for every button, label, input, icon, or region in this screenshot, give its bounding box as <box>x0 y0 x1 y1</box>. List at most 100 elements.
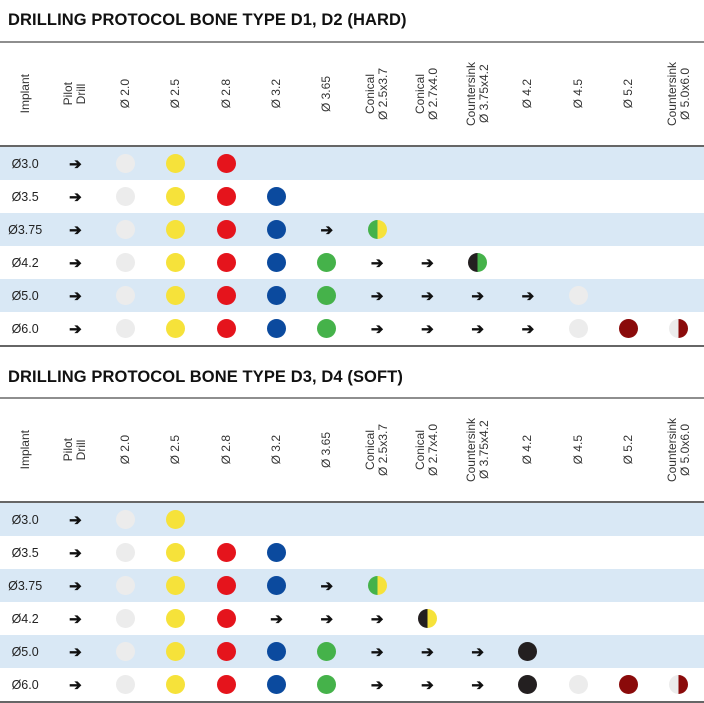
table-cell <box>503 635 553 668</box>
arrow-right-icon: ➔ <box>270 610 283 628</box>
table-cell: ➔ <box>352 279 402 312</box>
header-row: Implant Pilot Drill Ø 2.0 Ø 2.5 Ø 2.8 Ø 3.2 Ø … <box>0 399 704 503</box>
table-cell <box>503 147 553 180</box>
table-row: Ø3.0 ➔ <box>0 503 704 536</box>
red-drill-dot <box>216 675 236 694</box>
table-cell: ➔ <box>402 312 452 345</box>
table-cell: ➔ <box>302 569 352 602</box>
table-cell <box>352 569 402 602</box>
column-header: Conical Ø 2.7x4.0 <box>402 399 452 501</box>
arrow-right-icon: ➔ <box>421 320 434 338</box>
white-drill-dot <box>568 319 588 338</box>
table-cell <box>603 635 653 668</box>
table-cell <box>201 279 251 312</box>
table-title-soft: DRILLING PROTOCOL BONE TYPE D3, D4 (SOFT… <box>8 368 403 386</box>
blue-drill-dot <box>267 543 287 562</box>
white-drill-dot <box>116 187 136 206</box>
table-cell <box>553 536 603 569</box>
table-cell <box>503 180 553 213</box>
protocol-table-hard: Implant Pilot Drill Ø 2.0 Ø 2.5 Ø 2.8 Ø 3.2 Ø … <box>0 41 704 347</box>
arrow-right-icon: ➔ <box>69 610 82 628</box>
arrow-right-icon: ➔ <box>320 610 334 628</box>
table-cell: ➔ <box>50 536 100 569</box>
column-header: Ø 2.5 <box>151 43 201 145</box>
table-cell <box>302 635 352 668</box>
table-cell: ➔ <box>50 602 100 635</box>
white-drill-dot <box>116 319 136 338</box>
red-drill-dot <box>216 609 236 628</box>
implant-size: Ø3.75 <box>8 222 43 237</box>
table-cell <box>302 668 352 701</box>
white-drill-dot <box>116 220 136 239</box>
column-header: Ø 4.2 <box>503 399 553 501</box>
column-header-label: Conical Ø 2.5x3.7 <box>363 423 391 477</box>
red-drill-dot <box>216 642 236 661</box>
arrow-right-icon: ➔ <box>320 221 334 239</box>
implant-size: Ø5.0 <box>11 288 39 303</box>
arrow-right-icon: ➔ <box>370 287 384 305</box>
table-cell: ➔ <box>453 668 503 701</box>
table-cell <box>251 246 301 279</box>
implant-size: Ø6.0 <box>11 321 39 336</box>
column-header: Ø 4.2 <box>503 43 553 145</box>
table-row: Ø5.0 ➔ ➔ ➔ ➔ <box>0 635 704 668</box>
blue-drill-dot <box>267 675 287 694</box>
column-header: Countersink Ø 3.75x4.2 <box>453 43 503 145</box>
table-cell <box>603 312 653 345</box>
table-cell <box>503 668 553 701</box>
blue-drill-dot <box>267 319 287 338</box>
arrow-right-icon: ➔ <box>69 544 82 562</box>
column-header-label: Countersink Ø 3.75x4.2 <box>463 417 491 483</box>
white-drill-dot <box>568 286 588 305</box>
table-cell: ➔ <box>302 213 352 246</box>
table-cell <box>603 246 653 279</box>
column-header-label: Ø 4.5 <box>570 79 585 109</box>
table-cell <box>352 503 402 536</box>
white-drill-dot <box>116 154 136 173</box>
table-cell: ➔ <box>50 180 100 213</box>
table-cell <box>654 503 704 536</box>
table-cell <box>553 312 603 345</box>
white-drill-dot <box>116 576 136 595</box>
column-header: Ø 2.0 <box>101 43 151 145</box>
white-maroon-half-dot <box>669 319 689 338</box>
column-header-label: Ø 4.2 <box>520 79 535 109</box>
column-header-label: Pilot Drill <box>61 82 89 106</box>
table-cell <box>201 503 251 536</box>
table-cell <box>352 213 402 246</box>
table-cell <box>151 312 201 345</box>
table-cell <box>101 602 151 635</box>
arrow-right-icon: ➔ <box>69 643 82 661</box>
table-cell: ➔ <box>352 312 402 345</box>
table-cell: ➔ <box>402 635 452 668</box>
table-cell <box>352 536 402 569</box>
white-drill-dot <box>116 543 136 562</box>
implant-size: Ø3.0 <box>11 156 39 171</box>
table-cell <box>402 213 452 246</box>
table-cell <box>603 668 653 701</box>
table-cell <box>302 147 352 180</box>
column-header: Conical Ø 2.5x3.7 <box>352 399 402 501</box>
table-cell <box>302 279 352 312</box>
table-cell: ➔ <box>352 668 402 701</box>
table-cell <box>201 569 251 602</box>
arrow-right-icon: ➔ <box>421 287 434 305</box>
column-header-label: Conical Ø 2.5x3.7 <box>363 67 391 121</box>
yellow-drill-dot <box>166 609 186 628</box>
table-cell <box>503 503 553 536</box>
table-cell <box>101 503 151 536</box>
table-cell <box>503 536 553 569</box>
table-cell <box>654 602 704 635</box>
green-drill-dot <box>317 675 337 694</box>
arrow-right-icon: ➔ <box>69 320 82 338</box>
column-header-label: Countersink Ø 5.0x6.0 <box>664 61 692 127</box>
table-cell <box>654 279 704 312</box>
blue-drill-dot <box>267 220 287 239</box>
table-cell <box>101 213 151 246</box>
table-cell <box>101 279 151 312</box>
implant-size: Ø4.2 <box>11 255 39 270</box>
table-cell <box>302 246 352 279</box>
column-header: Conical Ø 2.5x3.7 <box>352 43 402 145</box>
table-row: Ø4.2 ➔ ➔ ➔ ➔ <box>0 602 704 635</box>
table-cell <box>654 635 704 668</box>
